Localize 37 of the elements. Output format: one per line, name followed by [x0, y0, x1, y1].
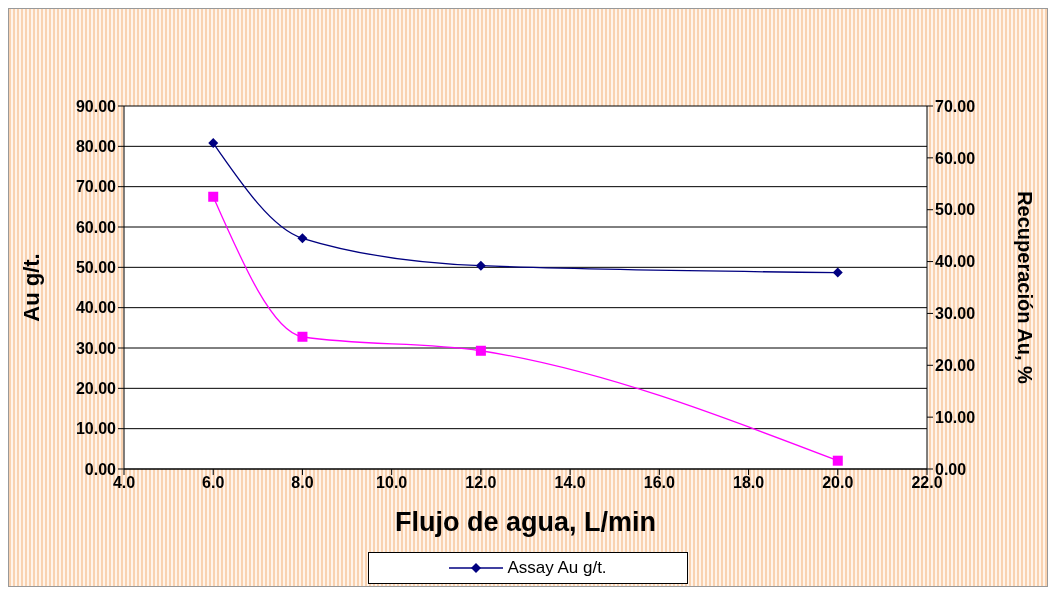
y-tick-label: 10.00: [75, 420, 117, 438]
x-tick-label: 12.0: [465, 474, 497, 492]
y2-tick-label: 70.00: [935, 97, 976, 115]
legend-label: Assay Au g/t.: [507, 558, 607, 578]
y2-tick-label: 20.00: [935, 356, 976, 374]
y-tick-label: 50.00: [75, 259, 117, 277]
x-tick-label: 8.0: [291, 474, 314, 492]
x-axis-title: Flujo de agua, L/min: [394, 507, 657, 537]
y-tick-label: 90.00: [75, 97, 117, 115]
x-tick-label: 22.0: [911, 474, 943, 492]
point: [475, 260, 486, 271]
point: [475, 345, 486, 356]
y-tick-label: 30.00: [75, 339, 117, 357]
y2-tick-label: 40.00: [935, 253, 976, 271]
y-tick-label: 20.00: [75, 380, 117, 398]
x-tick-label: 6.0: [202, 474, 225, 492]
y2-axis-title: Recuperación Au, %: [1013, 191, 1036, 385]
x-tick-label: 20.0: [822, 474, 854, 492]
x-tick-label: 10.0: [376, 474, 408, 492]
point: [208, 191, 219, 202]
y-axis-title: Au g/t.: [18, 253, 44, 322]
point: [832, 455, 843, 466]
x-tick-label: 16.0: [643, 474, 676, 492]
y-tick-label: 40.00: [75, 299, 117, 317]
x-tick-label: 14.0: [554, 474, 586, 492]
y-tick-label: 80.00: [75, 138, 117, 156]
y2-tick-label: 30.00: [935, 305, 976, 323]
x-tick-label: 18.0: [732, 474, 765, 492]
point: [832, 267, 843, 278]
y2-tick-label: 60.00: [935, 149, 976, 167]
y2-tick-label: 10.00: [935, 408, 976, 426]
y-tick-label: 60.00: [75, 218, 117, 236]
point: [297, 233, 308, 244]
y-tick-label: 70.00: [75, 178, 117, 196]
y2-tick-label: 50.00: [935, 201, 976, 219]
point: [297, 331, 308, 342]
point: [208, 138, 219, 149]
